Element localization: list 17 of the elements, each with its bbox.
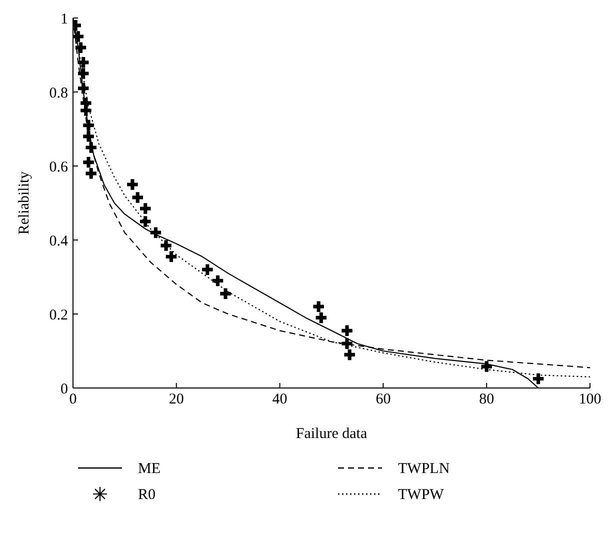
y-tick-label: 0.2 (49, 307, 68, 324)
x-tick-label: 60 (376, 392, 391, 408)
legend-label: ME (138, 461, 160, 477)
legend-label: TWPLN (398, 461, 450, 477)
x-tick-label: 80 (479, 392, 494, 408)
legend-label: TWPW (398, 487, 445, 503)
y-axis-title: Reliability (16, 170, 32, 235)
legend-label: R0 (138, 487, 156, 503)
y-tick-label: 0.4 (49, 233, 68, 250)
y-tick-label: 1 (60, 11, 68, 28)
x-tick-label: 20 (168, 392, 184, 408)
y-tick-label: 0.8 (49, 85, 68, 102)
x-axis-title: Failure data (296, 426, 368, 442)
x-tick-label: 100 (578, 392, 602, 408)
y-tick-label: 0 (60, 381, 68, 398)
y-tick-label: 0.6 (49, 159, 68, 176)
x-tick-label: 40 (272, 392, 288, 408)
